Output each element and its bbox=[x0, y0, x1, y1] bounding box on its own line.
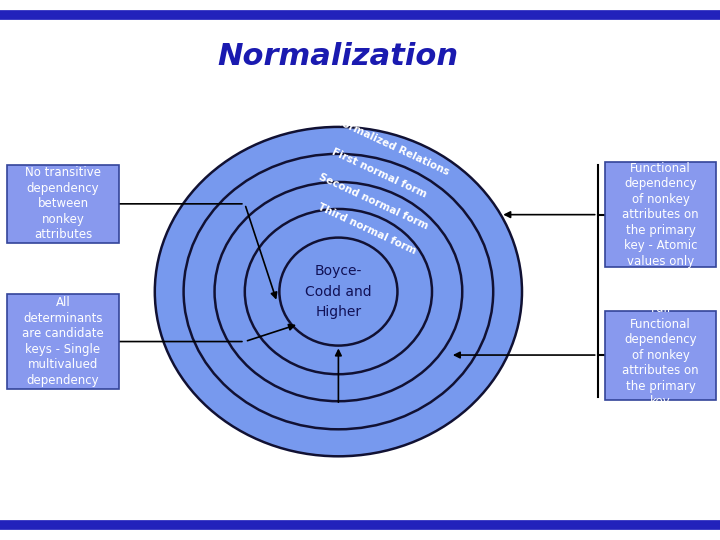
Text: Second normal form: Second normal form bbox=[318, 172, 430, 231]
Ellipse shape bbox=[184, 154, 493, 429]
Text: Full
Functional
dependency
of nonkey
attributes on
the primary
key: Full Functional dependency of nonkey att… bbox=[622, 302, 699, 408]
Text: Boyce-
Codd and
Higher: Boyce- Codd and Higher bbox=[305, 264, 372, 319]
FancyBboxPatch shape bbox=[7, 165, 119, 243]
Ellipse shape bbox=[279, 238, 397, 346]
Text: Unnormalized Relations: Unnormalized Relations bbox=[320, 109, 451, 177]
Text: Functional
dependency
of nonkey
attributes on
the primary
key - Atomic
values on: Functional dependency of nonkey attribut… bbox=[622, 161, 699, 268]
FancyBboxPatch shape bbox=[7, 294, 119, 389]
Text: No transitive
dependency
between
nonkey
attributes: No transitive dependency between nonkey … bbox=[25, 166, 101, 241]
Ellipse shape bbox=[245, 209, 432, 374]
Text: Normalization: Normalization bbox=[218, 42, 459, 71]
FancyBboxPatch shape bbox=[605, 162, 716, 267]
Text: Third normal form: Third normal form bbox=[316, 202, 418, 256]
FancyBboxPatch shape bbox=[605, 310, 716, 400]
Text: All
determinants
are candidate
keys - Single
multivalued
dependency: All determinants are candidate keys - Si… bbox=[22, 296, 104, 387]
Ellipse shape bbox=[155, 127, 522, 456]
Ellipse shape bbox=[215, 182, 462, 401]
Text: First normal form: First normal form bbox=[330, 146, 428, 199]
